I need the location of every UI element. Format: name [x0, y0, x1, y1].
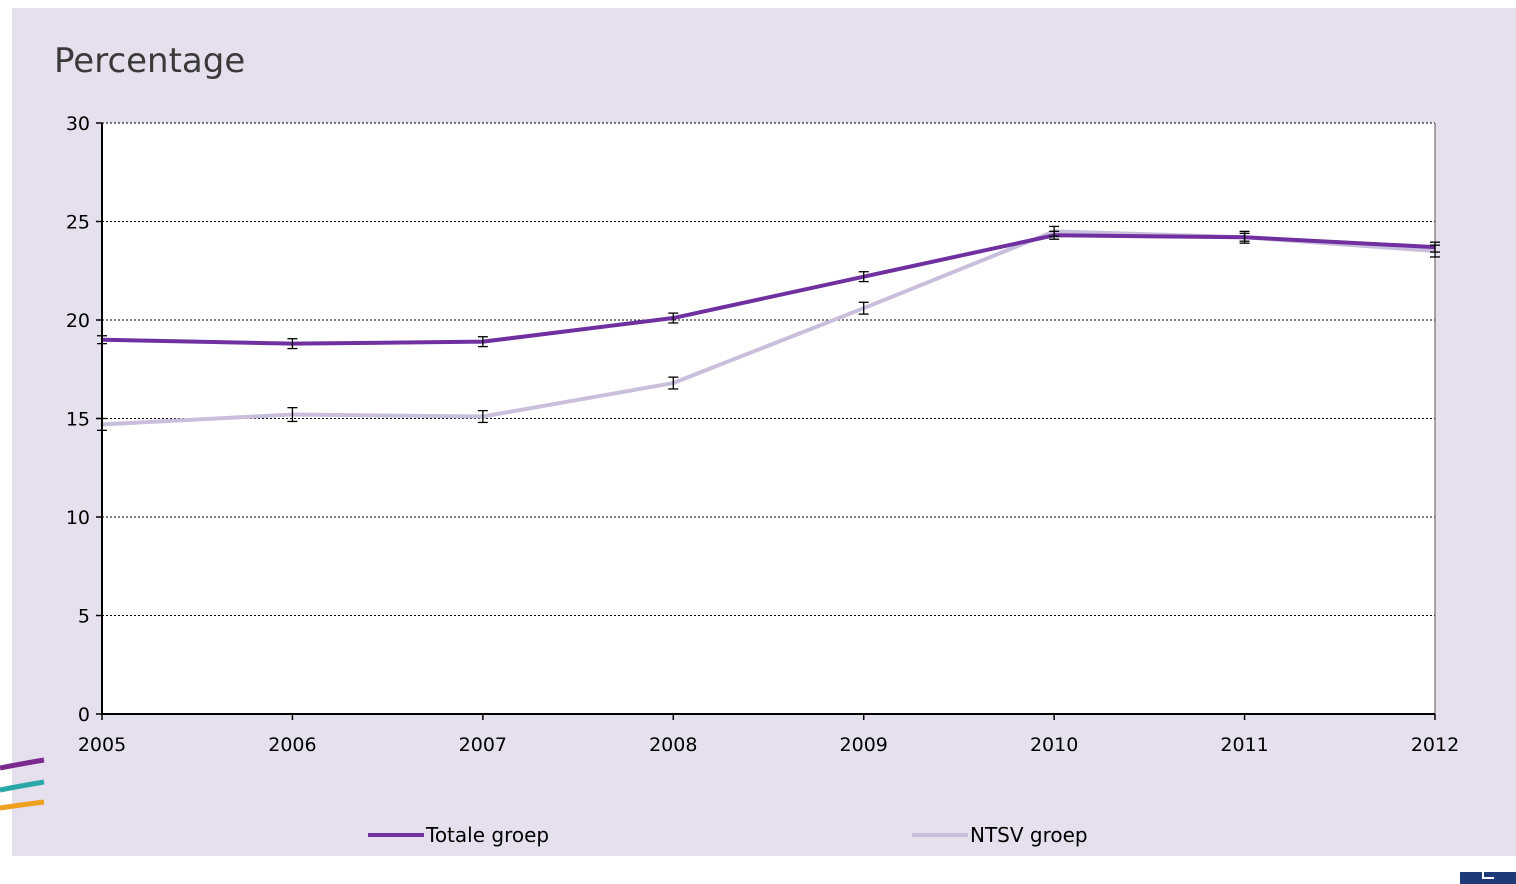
y-tick-label: 15: [66, 409, 90, 431]
y-tick-label: 30: [66, 113, 90, 135]
x-tick-label: 2006: [268, 734, 316, 756]
brand-swoosh-icon: [0, 760, 44, 808]
brand-logo-icon: [1460, 872, 1516, 884]
legend-label: NTSV groep: [970, 823, 1088, 847]
x-tick-label: 2012: [1411, 734, 1459, 756]
legend-label: Totale groep: [425, 823, 549, 847]
x-tick-label: 2008: [649, 734, 697, 756]
x-tick-label: 2005: [78, 734, 126, 756]
y-tick-label: 10: [66, 507, 90, 529]
y-tick-label: 20: [66, 310, 90, 332]
x-tick-label: 2011: [1220, 734, 1268, 756]
x-tick-label: 2010: [1030, 734, 1078, 756]
legend-item: NTSV groep: [912, 823, 1088, 847]
y-axis-title: Percentage: [54, 41, 245, 81]
y-tick-label: 25: [66, 212, 90, 234]
crown-icon: [1482, 872, 1494, 879]
legend-item: Totale groep: [368, 823, 549, 847]
legend: Totale groep NTSV groep: [368, 823, 1088, 847]
y-tick-label: 5: [78, 606, 90, 628]
y-tick-label: 0: [78, 704, 90, 726]
x-tick-label: 2009: [840, 734, 888, 756]
x-tick-label: 2007: [459, 734, 507, 756]
